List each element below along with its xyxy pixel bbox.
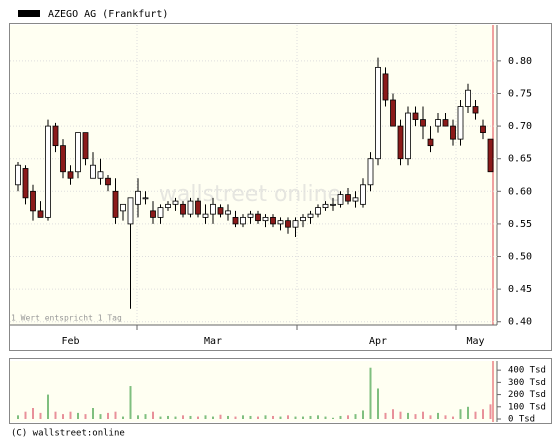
candle-body [112, 190, 119, 218]
candle-body [75, 132, 81, 173]
candle-body [67, 171, 74, 179]
candle-body [480, 125, 486, 134]
x-tick-label: May [466, 336, 484, 347]
candle-body [270, 216, 276, 225]
y-tick-label: 0.55 [508, 219, 532, 230]
y-tick-label: 0.60 [508, 186, 532, 197]
month-grid [136, 25, 457, 330]
volume-y-tick-label: 200 Tsd [508, 390, 546, 400]
candle-body [172, 200, 179, 205]
plot-area [10, 25, 497, 325]
candle-body [247, 213, 254, 218]
volume-y-tick-label: 400 Tsd [508, 366, 546, 376]
candle-body [142, 197, 149, 200]
candle-body [345, 194, 351, 202]
candle-body [82, 132, 89, 160]
candle-body [300, 216, 306, 222]
y-tick-label: 0.80 [508, 56, 532, 67]
y-tick-label: 0.40 [508, 317, 532, 328]
y-tick-label: 0.70 [508, 121, 532, 132]
candle-body [157, 207, 164, 218]
candle-body [285, 220, 291, 228]
legend-label: AZEGO AG (Frankfurt) [48, 9, 168, 20]
y-tick-label: 0.50 [508, 252, 532, 263]
candle-body [105, 177, 111, 186]
y-tick-label: 0.65 [508, 154, 532, 165]
candle-body [465, 89, 471, 107]
candle-body [277, 220, 284, 225]
candle-body [90, 164, 96, 179]
volume-y-tick-label: 0 Tsd [508, 415, 535, 425]
candle-body [15, 164, 21, 186]
volume-y-tick-label: 100 Tsd [508, 402, 546, 412]
candle-body [397, 125, 404, 160]
candle-body [487, 138, 494, 173]
candle-body [120, 203, 126, 212]
x-tick-label: Apr [369, 336, 387, 347]
candle-body [405, 112, 411, 160]
candle-body [427, 138, 434, 147]
candle-body [97, 171, 104, 179]
candle-body [180, 203, 186, 215]
copyright: (C) wallstreet:online [11, 429, 125, 439]
note: 1 Wert entspricht 1 Tag [11, 314, 122, 323]
candle-body [240, 216, 246, 225]
y-tick-label: 0.75 [508, 88, 532, 99]
candle-body [195, 200, 201, 215]
candle-body [315, 207, 321, 215]
candle-body [217, 207, 224, 215]
candle-body [52, 125, 59, 147]
x-tick-label: Mar [204, 336, 222, 347]
candle-body [412, 112, 419, 120]
candle-body [457, 106, 464, 140]
candle-body [442, 119, 449, 127]
candle-body [187, 200, 194, 215]
watermark: wallstreet online [159, 182, 341, 207]
candle-body [60, 145, 66, 173]
candle-body [360, 184, 366, 205]
candle-body [225, 210, 231, 215]
candle-body [135, 190, 141, 205]
candle-body [127, 197, 134, 225]
candle-body [292, 220, 299, 228]
volume-y-tick-label: 300 Tsd [508, 378, 546, 388]
candle-body [382, 73, 389, 101]
y-tick-label: 0.45 [508, 284, 532, 295]
candle-body [330, 203, 336, 206]
candle-body [22, 168, 29, 199]
candle-body [150, 210, 156, 218]
candle-body [390, 99, 396, 127]
candle-body [435, 119, 441, 127]
candle-body [165, 203, 171, 209]
candle-body [202, 213, 209, 218]
candle-body [322, 203, 329, 209]
candle-body [255, 213, 261, 222]
candle-body [352, 197, 359, 202]
candle-body [472, 106, 479, 114]
candle-body [375, 66, 381, 160]
candle-body [30, 190, 36, 212]
candle-body [210, 203, 216, 215]
candle-body [337, 194, 344, 205]
candle-body [450, 125, 456, 140]
candle-body [262, 216, 269, 222]
candle-body [232, 216, 239, 225]
volume-plot-area [10, 361, 497, 422]
candle-body [37, 210, 44, 218]
legend-swatch [18, 10, 40, 17]
candle-body [45, 125, 51, 218]
candle-body [420, 119, 426, 127]
marks: 0.40 0.45 0.50 0.55 0.60 0.65 0.70 0.75 0.80 Feb M… [10, 56, 546, 425]
candle-body [307, 213, 314, 218]
candle-body [367, 158, 374, 186]
x-tick-label: Feb [61, 336, 79, 347]
